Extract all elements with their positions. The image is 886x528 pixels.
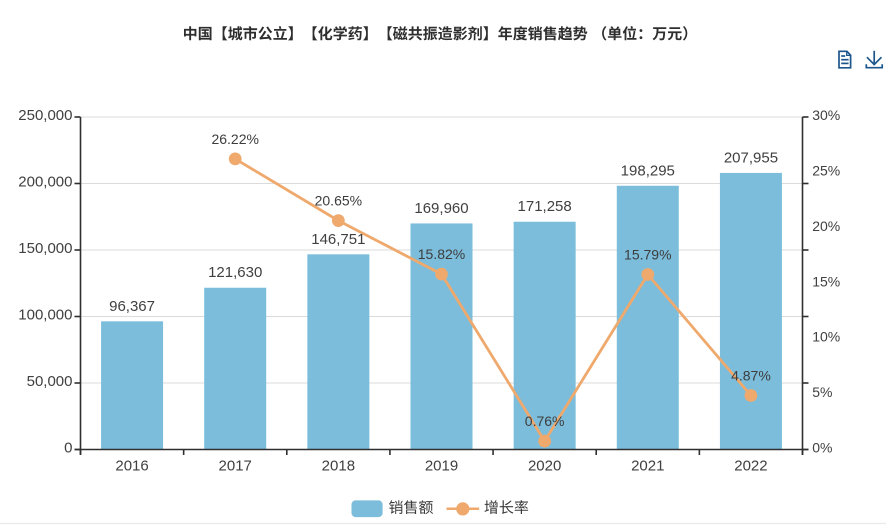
- svg-text:146,751: 146,751: [311, 231, 365, 248]
- svg-text:171,258: 171,258: [518, 198, 572, 215]
- svg-text:2022: 2022: [734, 458, 767, 475]
- svg-text:15.79%: 15.79%: [624, 246, 671, 262]
- svg-text:121,630: 121,630: [208, 264, 262, 281]
- svg-text:25%: 25%: [812, 162, 840, 178]
- svg-text:207,955: 207,955: [724, 149, 778, 166]
- svg-text:20.65%: 20.65%: [315, 193, 362, 209]
- svg-text:2016: 2016: [115, 458, 148, 475]
- svg-text:26.22%: 26.22%: [211, 131, 258, 147]
- svg-text:96,367: 96,367: [109, 298, 155, 315]
- svg-text:30%: 30%: [812, 107, 840, 123]
- svg-text:150,000: 150,000: [18, 240, 72, 257]
- svg-text:2018: 2018: [322, 458, 355, 475]
- svg-text:250,000: 250,000: [18, 107, 72, 124]
- svg-text:10%: 10%: [812, 329, 840, 345]
- svg-text:2019: 2019: [425, 458, 458, 475]
- svg-text:15.82%: 15.82%: [418, 246, 465, 262]
- svg-text:0%: 0%: [812, 440, 832, 456]
- svg-text:4.87%: 4.87%: [731, 368, 771, 384]
- svg-text:2021: 2021: [631, 458, 664, 475]
- svg-text:50,000: 50,000: [27, 373, 73, 390]
- svg-text:0: 0: [64, 440, 72, 457]
- svg-text:5%: 5%: [812, 384, 832, 400]
- svg-text:2020: 2020: [528, 458, 561, 475]
- svg-text:20%: 20%: [812, 218, 840, 234]
- svg-text:0.76%: 0.76%: [525, 413, 565, 429]
- svg-text:2017: 2017: [219, 458, 252, 475]
- svg-text:15%: 15%: [812, 273, 840, 289]
- svg-text:169,960: 169,960: [414, 200, 468, 217]
- svg-text:198,295: 198,295: [621, 162, 675, 179]
- svg-text:100,000: 100,000: [18, 307, 72, 324]
- svg-text:200,000: 200,000: [18, 174, 72, 191]
